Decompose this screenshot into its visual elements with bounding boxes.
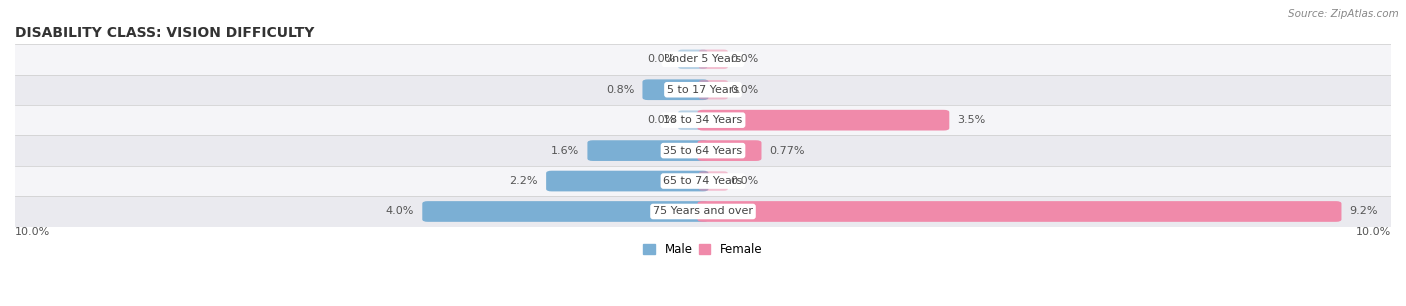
Text: 0.0%: 0.0% xyxy=(731,85,759,95)
FancyBboxPatch shape xyxy=(697,110,949,131)
Bar xyxy=(15,74,1391,105)
Text: 4.0%: 4.0% xyxy=(385,207,413,216)
Bar xyxy=(15,105,1391,135)
Text: 10.0%: 10.0% xyxy=(1355,227,1391,237)
Text: 0.8%: 0.8% xyxy=(606,85,634,95)
Text: 18 to 34 Years: 18 to 34 Years xyxy=(664,115,742,125)
Legend: Male, Female: Male, Female xyxy=(638,239,768,261)
Text: 10.0%: 10.0% xyxy=(15,227,51,237)
Text: 5 to 17 Years: 5 to 17 Years xyxy=(666,85,740,95)
Text: 0.0%: 0.0% xyxy=(647,54,675,64)
Bar xyxy=(15,196,1391,227)
Text: Source: ZipAtlas.com: Source: ZipAtlas.com xyxy=(1288,9,1399,19)
Text: 3.5%: 3.5% xyxy=(957,115,986,125)
Bar xyxy=(15,135,1391,166)
Bar xyxy=(15,166,1391,196)
FancyBboxPatch shape xyxy=(699,50,728,69)
Text: 9.2%: 9.2% xyxy=(1350,207,1378,216)
FancyBboxPatch shape xyxy=(588,140,709,161)
FancyBboxPatch shape xyxy=(643,79,709,100)
Text: 2.2%: 2.2% xyxy=(509,176,538,186)
Text: 35 to 64 Years: 35 to 64 Years xyxy=(664,146,742,156)
Text: 0.77%: 0.77% xyxy=(769,146,806,156)
Text: 0.0%: 0.0% xyxy=(647,115,675,125)
Text: 75 Years and over: 75 Years and over xyxy=(652,207,754,216)
Text: 0.0%: 0.0% xyxy=(731,176,759,186)
FancyBboxPatch shape xyxy=(697,140,762,161)
FancyBboxPatch shape xyxy=(697,201,1341,222)
Text: 65 to 74 Years: 65 to 74 Years xyxy=(664,176,742,186)
FancyBboxPatch shape xyxy=(546,171,709,191)
Text: 1.6%: 1.6% xyxy=(551,146,579,156)
Text: Under 5 Years: Under 5 Years xyxy=(665,54,741,64)
FancyBboxPatch shape xyxy=(699,171,728,191)
Text: 0.0%: 0.0% xyxy=(731,54,759,64)
Bar xyxy=(15,44,1391,74)
FancyBboxPatch shape xyxy=(699,80,728,99)
FancyBboxPatch shape xyxy=(678,50,707,69)
Text: DISABILITY CLASS: VISION DIFFICULTY: DISABILITY CLASS: VISION DIFFICULTY xyxy=(15,25,315,39)
FancyBboxPatch shape xyxy=(422,201,709,222)
FancyBboxPatch shape xyxy=(678,110,707,130)
